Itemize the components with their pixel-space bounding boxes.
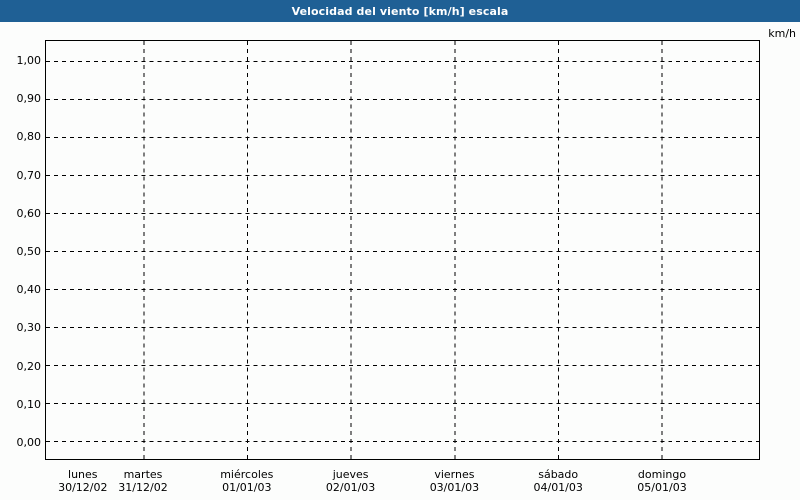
x-axis-date: 04/01/03 (533, 481, 583, 494)
plot-area (45, 40, 760, 460)
x-axis-day-name: sábado (538, 468, 579, 481)
y-axis-tick-label: 1,00 (16, 54, 42, 67)
x-axis-day-name: jueves (332, 468, 369, 481)
x-axis-tick-label: jueves 02/01/03 (296, 468, 406, 494)
y-axis-tick-label: 0,70 (16, 168, 42, 182)
y-axis-tick-label: 0,80 (16, 130, 42, 144)
x-axis-tick-label: sábado 04/01/03 (503, 468, 613, 494)
x-axis-date: 01/01/03 (222, 481, 272, 494)
x-axis-date: 03/01/03 (429, 481, 480, 494)
y-axis-tick-label: 0,20 (16, 359, 42, 373)
x-axis-date: 02/01/03 (325, 481, 376, 494)
window-title: Velocidad del viento [km/h] escala (291, 4, 509, 18)
chart-area: km/h 1,00 0,90 0,80 0,70 0,60 0,50 0,40 0,30 0,2… (0, 22, 800, 500)
x-axis-tick-label: lunes 30/12/02 (28, 468, 138, 494)
x-axis-day-name: viernes (434, 468, 475, 481)
y-axis-tick-label: 0,90 (16, 92, 42, 106)
y-axis-tick-label: 0,00 (16, 436, 42, 449)
grid-lines (46, 41, 759, 459)
y-axis-tick-label: 0,60 (16, 206, 42, 220)
window-title-bar: Velocidad del viento [km/h] escala (0, 0, 800, 22)
x-axis-day-name: lunes (68, 468, 98, 481)
x-axis-tick-label: viernes 03/01/03 (399, 468, 509, 494)
y-axis-unit-label: km/h (768, 27, 796, 40)
x-axis-tick-label: miércoles 01/01/03 (192, 468, 302, 494)
x-axis-date: 31/12/02 (118, 481, 168, 494)
x-axis-tick-label: martes 31/12/02 (88, 468, 198, 494)
x-axis-tick-label: domingo 05/01/03 (607, 468, 717, 494)
y-axis-tick-label: 0,30 (16, 321, 42, 335)
x-axis-day-name: domingo (637, 468, 687, 481)
x-axis-day-name: martes (123, 468, 163, 481)
x-axis-day-name: miércoles (220, 468, 274, 481)
y-axis-tick-label: 0,10 (16, 397, 42, 411)
x-axis-date: 05/01/03 (637, 481, 687, 494)
y-axis-tick-label: 0,50 (16, 245, 42, 258)
y-axis-tick-label: 0,40 (16, 283, 42, 297)
x-axis-date: 30/12/02 (58, 481, 108, 494)
